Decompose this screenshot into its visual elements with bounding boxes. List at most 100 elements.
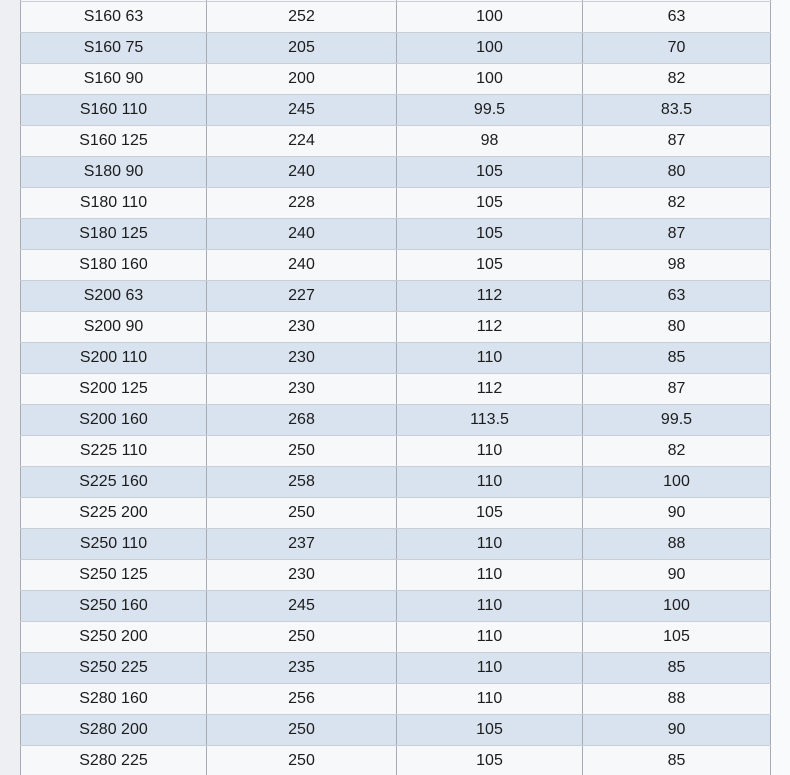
model-cell: S250 110 (20, 528, 207, 560)
dimension-cell-1: 256 (206, 683, 397, 715)
dimension-cell-2: 105 (396, 745, 583, 775)
table-row: S250 200 250 110 105 (20, 621, 771, 653)
model-cell: S225 200 (20, 497, 207, 529)
dimension-cell-2: 110 (396, 466, 583, 498)
dimension-cell-1: 245 (206, 590, 397, 622)
dimension-cell-2: 110 (396, 559, 583, 591)
dimension-cell-1: 240 (206, 249, 397, 281)
dimension-cell-2: 110 (396, 590, 583, 622)
table-row: S160 125 224 98 87 (20, 125, 771, 157)
model-cell: S280 225 (20, 745, 207, 775)
table-row: S200 90 230 112 80 (20, 311, 771, 343)
dimension-cell-2: 100 (396, 1, 583, 33)
dimension-cell-3: 85 (582, 652, 771, 684)
dimension-cell-3: 90 (582, 559, 771, 591)
dimension-cell-1: 230 (206, 373, 397, 405)
dimension-cell-2: 98 (396, 125, 583, 157)
model-cell: S200 63 (20, 280, 207, 312)
dimension-cell-3: 88 (582, 528, 771, 560)
model-cell: S180 160 (20, 249, 207, 281)
dimension-cell-1: 245 (206, 94, 397, 126)
table-row: S250 125 230 110 90 (20, 559, 771, 591)
table-row: S225 160 258 110 100 (20, 466, 771, 498)
model-cell: S280 160 (20, 683, 207, 715)
dimension-cell-3: 99.5 (582, 404, 771, 436)
table-row: S200 160 268 113.5 99.5 (20, 404, 771, 436)
dimension-cell-2: 100 (396, 63, 583, 95)
table-row: S280 160 256 110 88 (20, 683, 771, 715)
model-cell: S160 125 (20, 125, 207, 157)
model-cell: S280 200 (20, 714, 207, 746)
dimension-cell-3: 82 (582, 187, 771, 219)
dimension-cell-1: 230 (206, 559, 397, 591)
dimension-cell-3 (582, 0, 771, 2)
dimension-cell-2: 110 (396, 342, 583, 374)
dimension-cell-2: 112 (396, 373, 583, 405)
table-row: S200 63 227 112 63 (20, 280, 771, 312)
table-row: S160 110 245 99.5 83.5 (20, 94, 771, 126)
dimension-cell-3: 85 (582, 745, 771, 775)
dimension-cell-1: 252 (206, 1, 397, 33)
dimension-cell-1: 228 (206, 187, 397, 219)
dimension-cell-1: 230 (206, 342, 397, 374)
dimension-cell-3: 100 (582, 590, 771, 622)
dimension-cell-3: 82 (582, 435, 771, 467)
dimension-cell-2: 105 (396, 249, 583, 281)
model-cell: S180 125 (20, 218, 207, 250)
model-cell: S225 110 (20, 435, 207, 467)
dimension-cell-2: 110 (396, 652, 583, 684)
model-cell: S200 125 (20, 373, 207, 405)
dimension-cell-1: 240 (206, 218, 397, 250)
table-row: S180 90 240 105 80 (20, 156, 771, 188)
table-row: S280 225 250 105 85 (20, 745, 771, 775)
table-viewport: S160 63 252 100 63 S160 75 205 100 70 S1… (20, 0, 771, 775)
model-cell: S160 75 (20, 32, 207, 64)
dimension-cell-3: 90 (582, 714, 771, 746)
dimension-cell-1 (206, 0, 397, 2)
dimension-cell-1: 205 (206, 32, 397, 64)
table-row: S180 125 240 105 87 (20, 218, 771, 250)
specifications-table: S160 63 252 100 63 S160 75 205 100 70 S1… (20, 0, 771, 775)
dimension-cell-3: 70 (582, 32, 771, 64)
dimension-cell-2: 110 (396, 435, 583, 467)
dimension-cell-3: 80 (582, 311, 771, 343)
dimension-cell-1: 250 (206, 745, 397, 775)
table-row: S180 110 228 105 82 (20, 187, 771, 219)
model-cell (20, 0, 207, 2)
dimension-cell-3: 88 (582, 683, 771, 715)
dimension-cell-2: 112 (396, 280, 583, 312)
dimension-cell-1: 250 (206, 497, 397, 529)
table-row: S250 160 245 110 100 (20, 590, 771, 622)
dimension-cell-1: 258 (206, 466, 397, 498)
dimension-cell-3: 85 (582, 342, 771, 374)
model-cell: S250 160 (20, 590, 207, 622)
dimension-cell-2: 105 (396, 156, 583, 188)
dimension-cell-2: 113.5 (396, 404, 583, 436)
model-cell: S200 160 (20, 404, 207, 436)
table-body: S160 63 252 100 63 S160 75 205 100 70 S1… (20, 0, 771, 775)
dimension-cell-1: 237 (206, 528, 397, 560)
dimension-cell-1: 240 (206, 156, 397, 188)
dimension-cell-3: 98 (582, 249, 771, 281)
dimension-cell-3: 83.5 (582, 94, 771, 126)
dimension-cell-1: 250 (206, 435, 397, 467)
model-cell: S160 110 (20, 94, 207, 126)
dimension-cell-1: 250 (206, 621, 397, 653)
dimension-cell-3: 82 (582, 63, 771, 95)
table-row: S160 90 200 100 82 (20, 63, 771, 95)
dimension-cell-2: 110 (396, 528, 583, 560)
dimension-cell-1: 235 (206, 652, 397, 684)
dimension-cell-2: 100 (396, 32, 583, 64)
dimension-cell-1: 200 (206, 63, 397, 95)
dimension-cell-2: 110 (396, 621, 583, 653)
dimension-cell-3: 87 (582, 125, 771, 157)
model-cell: S250 225 (20, 652, 207, 684)
model-cell: S200 110 (20, 342, 207, 374)
model-cell: S250 125 (20, 559, 207, 591)
dimension-cell-3: 87 (582, 218, 771, 250)
dimension-cell-3: 100 (582, 466, 771, 498)
dimension-cell-3: 87 (582, 373, 771, 405)
dimension-cell-2: 99.5 (396, 94, 583, 126)
dimension-cell-3: 63 (582, 1, 771, 33)
dimension-cell-3: 90 (582, 497, 771, 529)
